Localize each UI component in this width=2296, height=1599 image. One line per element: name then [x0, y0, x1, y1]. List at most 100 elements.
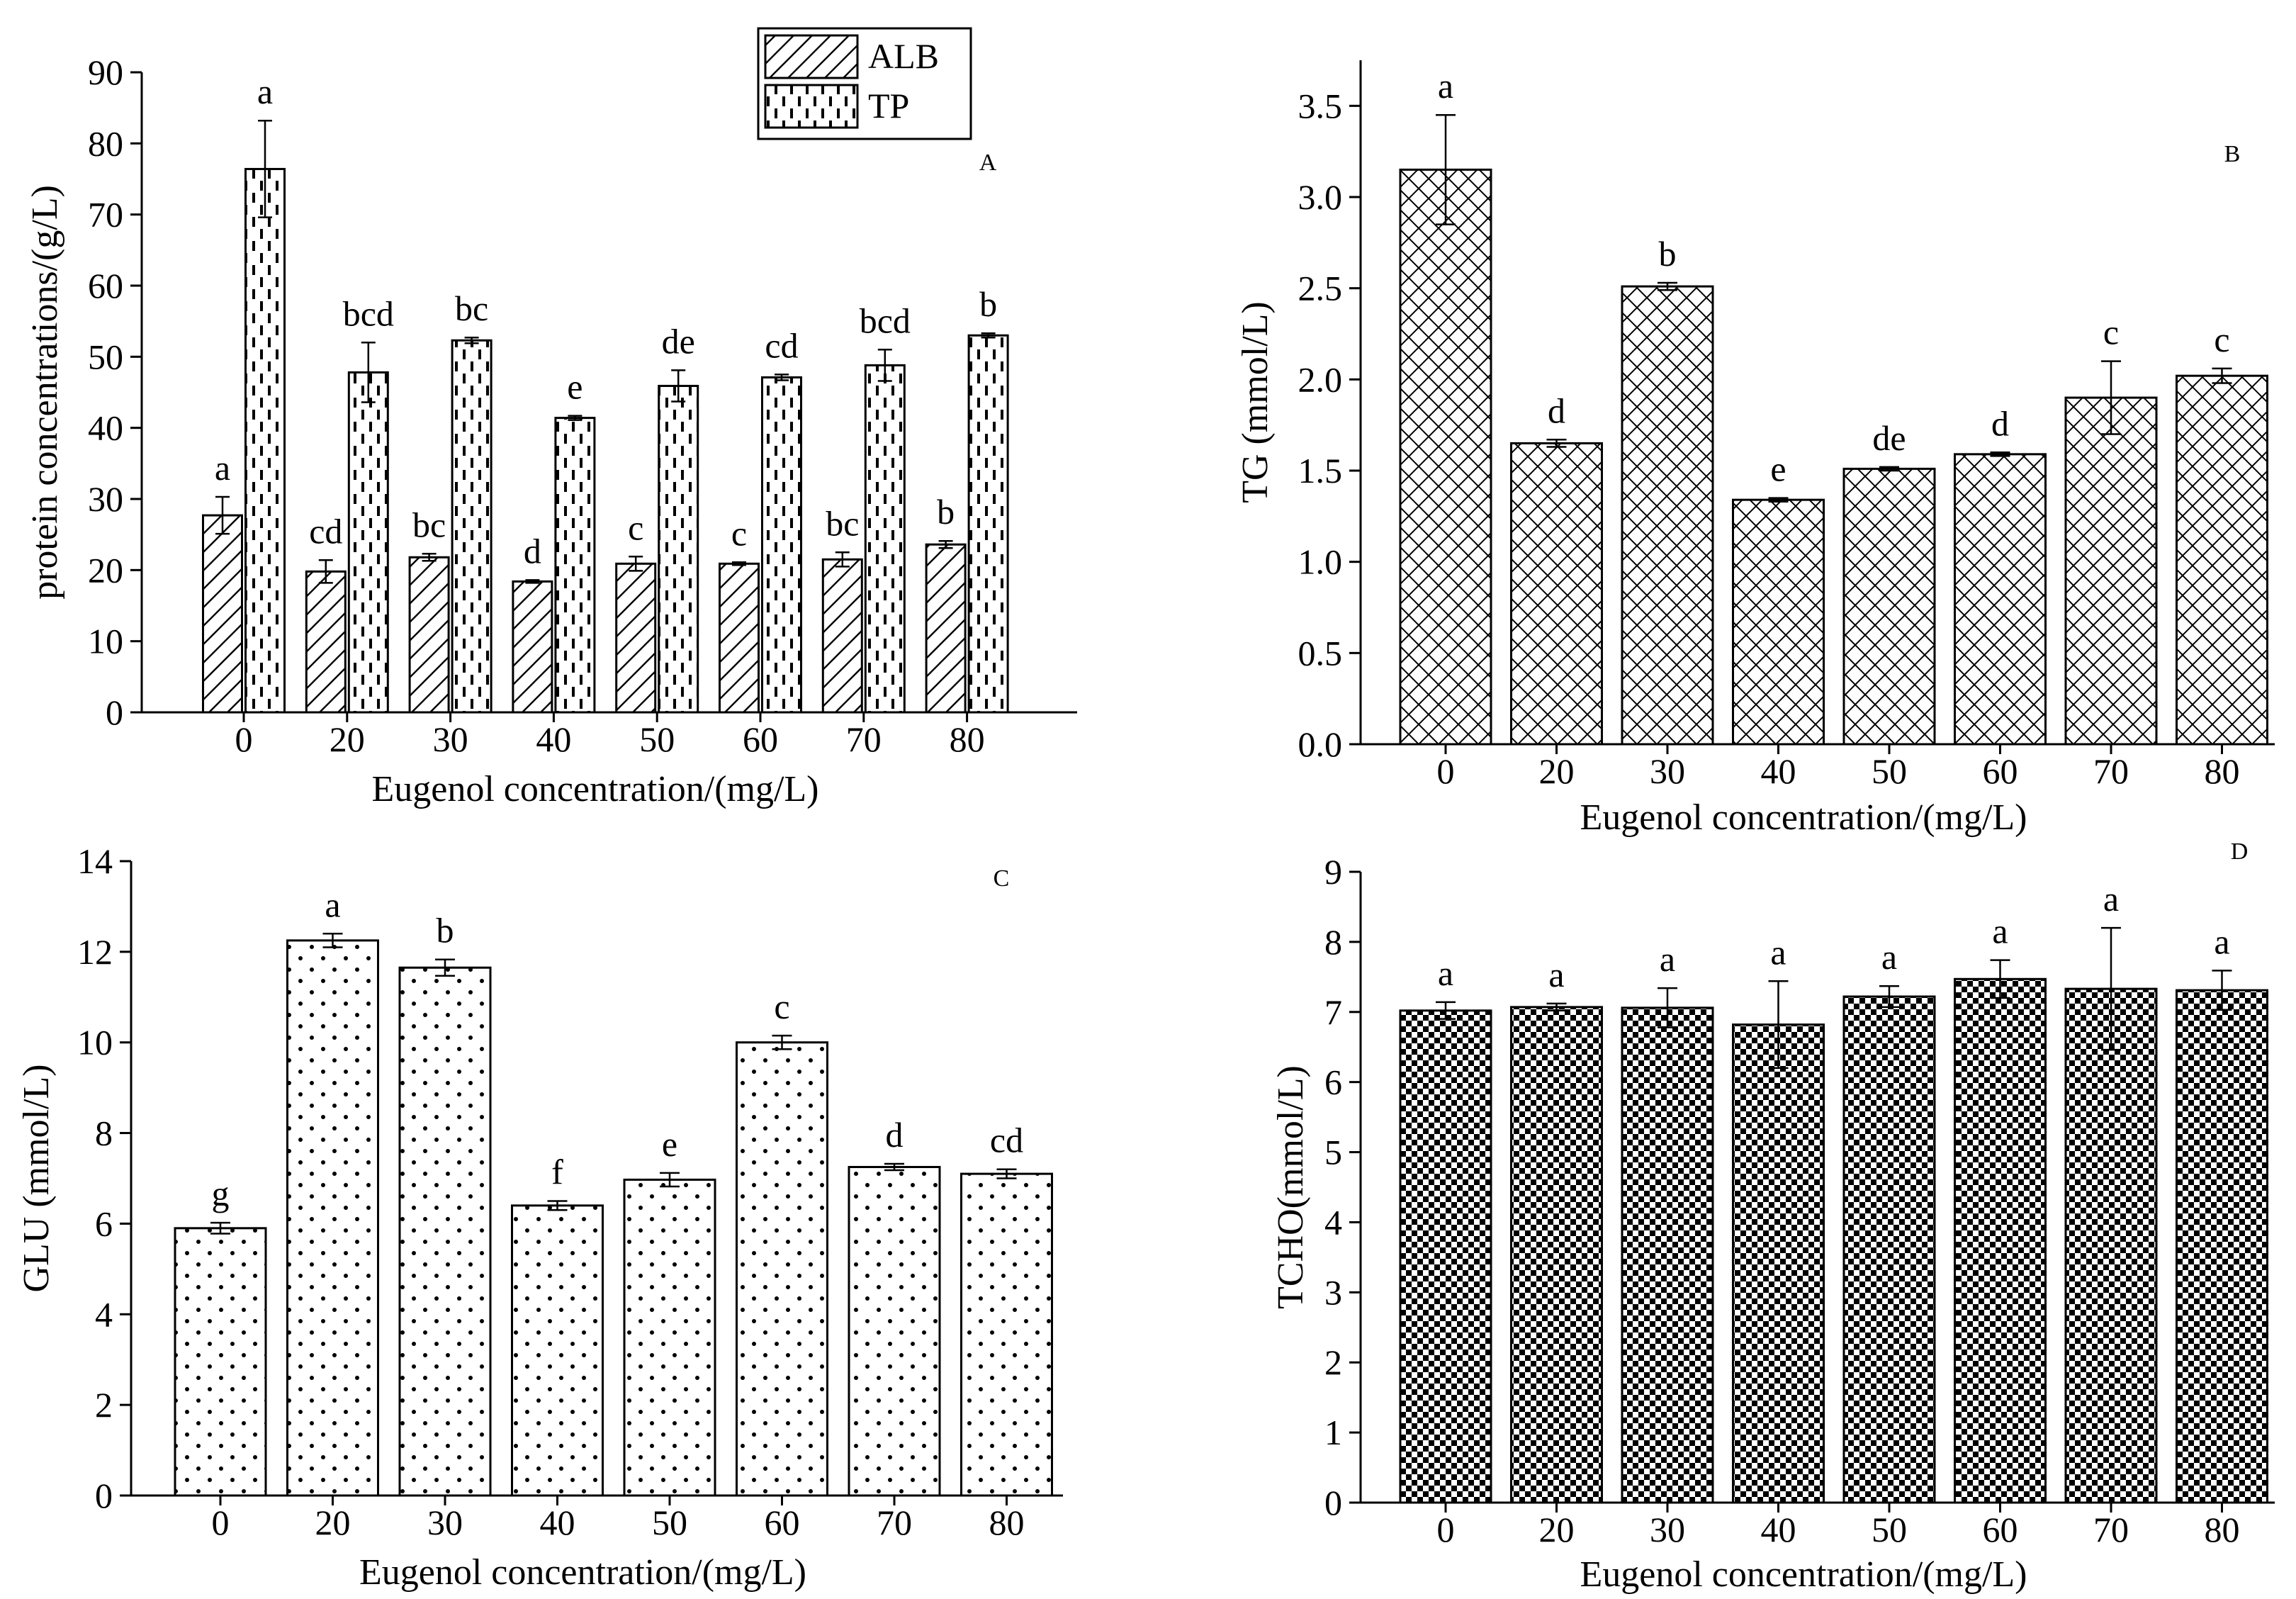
significance-label: a	[1770, 932, 1786, 972]
significance-label: a	[1438, 66, 1453, 106]
bar-tp	[967, 334, 1009, 714]
bar-tcho	[2064, 987, 2158, 1504]
significance-label: d	[1991, 403, 2009, 443]
significance-label: b	[437, 911, 454, 950]
y-axis-title: GLU (mmol/L)	[16, 1064, 57, 1292]
y-tick-label: 10	[77, 1023, 113, 1062]
bar-alb	[821, 558, 863, 714]
x-tick-label: 60	[1983, 1510, 2018, 1549]
y-tick-label: 1	[1324, 1413, 1342, 1452]
bar-alb	[925, 543, 967, 714]
y-tick-label: 5	[1324, 1133, 1342, 1172]
y-tick-label: 90	[88, 52, 123, 92]
x-tick-label: 40	[1761, 1510, 1796, 1549]
significance-label: b	[979, 284, 997, 324]
x-tick-label: 40	[1761, 751, 1796, 791]
significance-label: a	[1660, 939, 1675, 979]
significance-label: c	[2103, 313, 2119, 352]
x-axis-title: Eugenol concentration/(mg/L)	[371, 769, 818, 809]
y-tick-label: 2.0	[1298, 359, 1343, 399]
significance-label: a	[1438, 953, 1453, 993]
significance-label: b	[937, 492, 955, 532]
significance-label: de	[662, 321, 695, 361]
y-tick-label: 4	[95, 1294, 113, 1334]
y-tick-label: 0	[95, 1476, 113, 1515]
significance-label: d	[1548, 391, 1565, 430]
y-tick-label: 80	[88, 123, 123, 163]
bar-glu	[511, 1204, 604, 1497]
x-tick-label: 0	[212, 1503, 230, 1542]
x-tick-label: 30	[427, 1503, 463, 1542]
x-tick-label: 40	[540, 1503, 575, 1542]
x-tick-label: 20	[330, 719, 365, 759]
x-tick-label: 0	[1437, 1510, 1455, 1549]
y-tick-label: 6	[1324, 1062, 1342, 1102]
bar-tcho	[1954, 977, 2047, 1504]
significance-label: bcd	[860, 301, 911, 340]
x-axis-title: Eugenol concentration/(mg/L)	[1580, 797, 2027, 838]
significance-label: c	[774, 987, 789, 1026]
significance-label: bc	[826, 503, 859, 543]
y-tick-label: 0	[106, 692, 123, 732]
x-tick-label: 80	[2205, 751, 2240, 791]
panel-label: D	[2231, 838, 2249, 865]
bar-glu	[623, 1178, 716, 1497]
significance-label: c	[731, 513, 747, 553]
bar-tp	[761, 376, 802, 714]
significance-label: e	[662, 1124, 677, 1164]
x-tick-label: 0	[235, 719, 253, 759]
y-tick-label: 60	[88, 266, 123, 305]
significance-label: e	[567, 367, 583, 407]
bar-alb	[615, 562, 657, 714]
bar-glu	[960, 1172, 1053, 1497]
bar-tg	[2176, 374, 2268, 746]
x-axis-title: Eugenol concentration/(mg/L)	[359, 1552, 806, 1593]
x-tick-label: 30	[1650, 1510, 1685, 1549]
significance-label: f	[551, 1152, 563, 1191]
bar-tg	[1510, 442, 1603, 746]
panel-b-chart: 0.0 0.5 1.0 1.5 2.0 2.5 3.0 3.5 0 20 30 40 50 60 70 80 a…	[1235, 60, 2275, 838]
x-tick-label: 60	[1983, 751, 2018, 791]
x-tick-label: 80	[989, 1503, 1025, 1542]
y-tick-label: 3	[1324, 1272, 1342, 1312]
significance-label: c	[2214, 320, 2229, 359]
bar-alb	[408, 556, 450, 714]
bar-tp	[658, 384, 699, 714]
bar-tg	[1954, 453, 2047, 746]
significance-label: cd	[765, 325, 798, 365]
significance-label: a	[257, 72, 273, 111]
bar-glu	[848, 1166, 941, 1497]
bar-tg	[1399, 168, 1492, 746]
bar-alb	[512, 580, 553, 714]
x-tick-label: 30	[1650, 751, 1685, 791]
bar-tcho	[2176, 989, 2268, 1504]
y-tick-label: 2	[1324, 1342, 1342, 1382]
y-tick-label: 40	[88, 408, 123, 448]
bar-alb	[305, 570, 347, 714]
y-tick-label: 10	[88, 622, 123, 661]
x-tick-label: 80	[2205, 1510, 2240, 1549]
bar-tp	[347, 371, 389, 714]
x-tick-label: 70	[2093, 751, 2129, 791]
y-tick-label: 7	[1324, 992, 1342, 1032]
y-tick-label: 8	[1324, 922, 1342, 962]
bar-alb	[719, 562, 760, 714]
bar-tp	[864, 364, 906, 714]
significance-label: g	[212, 1174, 230, 1213]
bar-glu	[286, 939, 379, 1497]
x-tick-label: 70	[2093, 1510, 2129, 1549]
x-tick-label: 60	[743, 719, 778, 759]
legend-label: ALB	[868, 36, 939, 76]
panel-label: C	[994, 865, 1010, 892]
significance-label: e	[1770, 449, 1786, 489]
y-tick-label: 0.5	[1298, 633, 1343, 673]
panel-label: B	[2224, 141, 2241, 167]
y-tick-label: 0.0	[1298, 724, 1343, 764]
y-tick-label: 0	[1324, 1483, 1342, 1522]
significance-label: cd	[990, 1121, 1023, 1160]
significance-label: a	[1548, 955, 1564, 994]
bar-glu	[174, 1227, 267, 1497]
bar-tp	[244, 167, 286, 714]
bar-tcho	[1399, 1009, 1492, 1504]
